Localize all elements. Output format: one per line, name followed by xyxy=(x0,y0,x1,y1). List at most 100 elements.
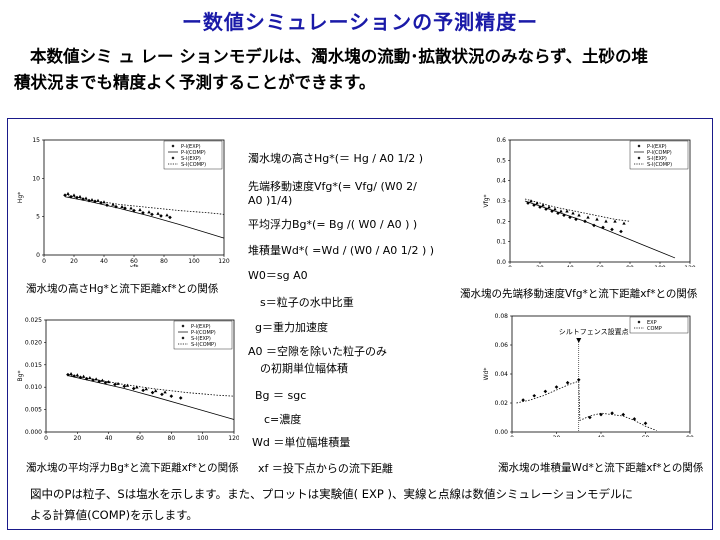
x-tick-label: 80 xyxy=(686,435,694,437)
x-tick-label: 0 xyxy=(510,435,514,437)
caption-deposition: 濁水塊の堆積量Wd*と流下距離xf*との関係 xyxy=(498,462,704,474)
y-tick-label: 0.020 xyxy=(25,339,42,346)
def-g: g＝重力加速度 xyxy=(255,321,328,334)
x-tick-label: 40 xyxy=(105,435,113,440)
data-point-P-l(EXP) xyxy=(610,227,614,232)
data-point-P-l(EXP) xyxy=(178,396,183,400)
legend-label: S-l(EXP) xyxy=(181,156,201,162)
data-point-S-l(EXP) xyxy=(81,374,86,378)
def-bg: Bg ＝ sgc xyxy=(255,389,307,402)
data-point-S-l(EXP) xyxy=(553,207,557,211)
y-tick-label: 0.010 xyxy=(25,384,42,391)
x-tick-label: 20 xyxy=(553,435,561,437)
legend-marker xyxy=(181,336,185,340)
data-point-S-l(EXP) xyxy=(577,213,581,217)
y-tick-label: 0.04 xyxy=(495,371,509,378)
def-s: s＝粒子の水中比重 xyxy=(260,296,354,309)
chart-deposition: 0204060800.000.020.040.060.08xf*Wd*EXPCO… xyxy=(480,312,700,437)
legend-label: S-l(EXP) xyxy=(191,336,211,342)
data-point-S-l(EXP) xyxy=(78,194,82,199)
y-tick-label: 0.015 xyxy=(25,362,42,369)
def-buoyancy: 平均浮力Bg*(= Bg /( W0 / A0 ) ) xyxy=(248,218,418,231)
data-point-S-l(EXP) xyxy=(565,209,569,213)
chart-svg: 0204060801001200.00.10.20.30.40.50.6xf*V… xyxy=(483,137,696,267)
chart-svg: 0 20 40 60 80 100 120 0 5 10 15 xf* Hg* P-l(EXP)P-l(C… xyxy=(17,137,230,267)
data-point-S-l(EXP) xyxy=(535,201,539,205)
caption-buoyancy: 濁水塊の平均浮力Bg*と流下距離xf*との関係 xyxy=(26,462,239,474)
footnote-line: よる計算値(COMP)を示します。 xyxy=(30,508,198,522)
page-title: ー数値シミュレーションの予測精度ー xyxy=(181,10,539,34)
y-tick-label: 0.3 xyxy=(496,198,506,205)
legend-label: S-l(COMP) xyxy=(647,162,672,168)
intro-line: 本数値シミ ュ レー ションモデルは、濁水塊の流動･拡散状況のみならず、土砂の堆 xyxy=(30,47,648,66)
y-tick-label: 0.00 xyxy=(495,429,509,436)
data-point-S-l(EXP) xyxy=(84,196,88,200)
x-tick-label: 0 xyxy=(44,435,48,440)
data-point-S-l(EXP) xyxy=(66,191,70,195)
legend-marker xyxy=(181,324,185,328)
legend-box xyxy=(629,316,689,334)
data-point-S-l(EXP) xyxy=(541,203,545,207)
y-tick-label: 0.08 xyxy=(495,313,509,320)
data-point-S-l(EXP) xyxy=(129,206,133,210)
footnote: 図中のPは粒子、Sは塩水を示します。また、プロットは実験値( EXP )、実線と… xyxy=(30,484,710,526)
data-point-P-l(EXP) xyxy=(122,384,127,389)
data-point-S-l(EXP) xyxy=(72,193,76,197)
legend-label: EXP xyxy=(647,320,657,326)
def-c: c=濃度 xyxy=(264,413,302,426)
chart-svg: 0204060800.000.020.040.060.08xf*Wd*EXPCO… xyxy=(483,313,694,437)
intro-text: 本数値シミ ュ レー ションモデルは、濁水塊の流動･拡散状況のみならず、土砂の堆… xyxy=(14,44,710,96)
legend-label: S-l(COMP) xyxy=(191,342,216,348)
chart-buoyancy: 0 20 40 60 80 100 120 0.000 0.005 0.010 0.015 0.020… xyxy=(14,312,239,440)
fence-annotation: シルトフェンス設置点 xyxy=(559,327,629,336)
series-line-COMP xyxy=(516,380,657,431)
legend-marker xyxy=(637,320,641,324)
data-point-S-l(EXP) xyxy=(153,388,158,393)
data-point-S-l(EXP) xyxy=(586,215,590,219)
data-point-P-l(EXP) xyxy=(160,392,164,397)
def-wd: Wd ＝単位幅堆積量 xyxy=(252,436,351,449)
figure-frame xyxy=(7,118,713,530)
legend-marker xyxy=(171,144,175,148)
legend-label: S-l(COMP) xyxy=(181,162,206,168)
def-height: 濁水塊の高さHg*(＝ Hg / A0 1/2 ) xyxy=(248,152,424,165)
legend-label: P-l(EXP) xyxy=(181,144,201,150)
x-tick-label: 0 xyxy=(42,258,46,265)
data-point-P-l(EXP) xyxy=(169,394,174,398)
x-tick-label: 80 xyxy=(160,258,168,265)
x-tick-label: 20 xyxy=(70,258,78,265)
data-point-S-l(EXP) xyxy=(559,209,563,213)
y-tick-label: 0.06 xyxy=(495,342,509,349)
y-axis-label: Bg* xyxy=(17,371,24,382)
data-point-P-l(EXP) xyxy=(103,380,108,385)
data-point-P-l(EXP) xyxy=(132,208,136,213)
y-tick-label: 15 xyxy=(32,137,40,144)
x-tick-label: 60 xyxy=(642,435,650,437)
data-point-S-l(EXP) xyxy=(604,219,608,223)
series-line-P-l(COMP) xyxy=(524,200,676,259)
x-tick-label: 80 xyxy=(168,435,176,440)
data-point-P-l(EXP) xyxy=(150,390,155,395)
def-velocity: 先端移動速度Vfg*(= Vfg/ (W0 2/ xyxy=(248,180,417,193)
legend-label: P-l(EXP) xyxy=(191,324,211,330)
caption-front-velocity: 濁水塊の先端移動速度Vfg*と流下距離xf*との関係 xyxy=(460,288,698,300)
x-tick-label: 40 xyxy=(597,435,605,437)
data-point-S-l(EXP) xyxy=(147,210,151,214)
series-line-S-l(COMP) xyxy=(64,194,225,215)
legend-label: P-l(COMP) xyxy=(181,150,206,156)
x-tick-label: 60 xyxy=(596,265,604,267)
data-point-S-l(EXP) xyxy=(75,373,80,377)
data-point-P-l(EXP) xyxy=(113,382,117,387)
y-tick-label: 0.2 xyxy=(496,218,506,225)
series-line-P-l(COMP) xyxy=(64,196,225,239)
data-point-S-l(EXP) xyxy=(163,390,167,394)
data-point-S-l(EXP) xyxy=(571,211,575,215)
x-tick-label: 120 xyxy=(228,435,239,440)
def-xf: xf ＝投下点からの流下距離 xyxy=(258,462,393,475)
data-point-S-l(EXP) xyxy=(165,213,169,217)
data-point-EXP xyxy=(643,421,648,426)
data-point-S-l(EXP) xyxy=(613,219,617,223)
x-tick-label: 20 xyxy=(536,265,544,267)
data-point-S-l(EXP) xyxy=(135,385,139,389)
y-tick-label: 0.005 xyxy=(25,407,42,414)
